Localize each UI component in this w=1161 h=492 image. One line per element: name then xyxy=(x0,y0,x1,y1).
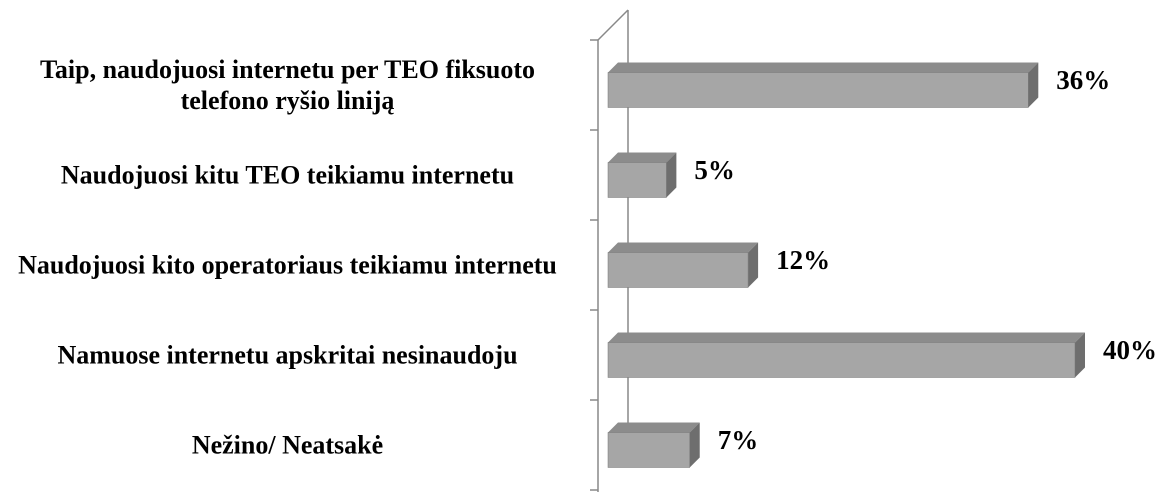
category-label: Nežino/ Neatsakė xyxy=(191,430,384,460)
bar-top xyxy=(608,422,700,433)
bar-top xyxy=(608,152,677,163)
bar-top xyxy=(608,62,1039,73)
value-label: 5% xyxy=(694,155,735,185)
bar xyxy=(607,72,1029,108)
bar-side xyxy=(689,422,700,468)
bar xyxy=(607,432,690,468)
bar xyxy=(607,342,1076,378)
value-label: 40% xyxy=(1103,335,1157,365)
bar-side xyxy=(1075,332,1085,378)
value-label: 12% xyxy=(776,245,830,275)
bar-top xyxy=(608,242,759,253)
bar xyxy=(607,162,667,198)
category-label: Taip, naudojuosi internetu per TEO fiksu… xyxy=(39,55,536,115)
category-label: Namuose internetu apskritai nesinaudoju xyxy=(57,340,518,370)
category-label: Naudojuosi kitu TEO teikiamu internetu xyxy=(60,160,515,190)
bar xyxy=(607,252,749,288)
value-label: 36% xyxy=(1056,65,1110,95)
bar-side xyxy=(666,152,677,198)
value-label: 7% xyxy=(718,425,759,455)
bar-top xyxy=(608,332,1085,343)
axis-wall-top xyxy=(597,9,629,41)
category-label: Naudojuosi kito operatoriaus teikiamu in… xyxy=(18,250,557,280)
bar-side xyxy=(748,242,759,288)
bar-side xyxy=(1028,62,1039,108)
